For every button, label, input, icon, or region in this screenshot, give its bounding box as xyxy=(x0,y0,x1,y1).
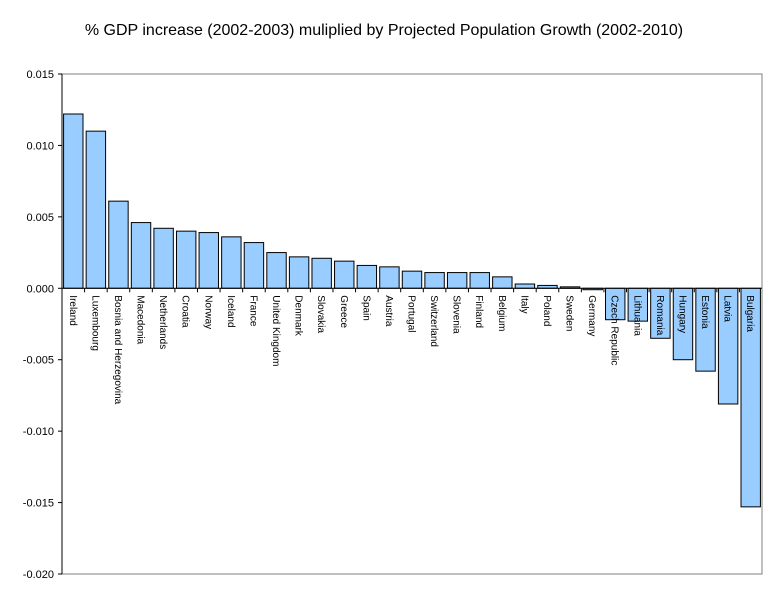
category-label: Ireland xyxy=(67,295,78,326)
bar-portugal xyxy=(401,270,423,289)
category-label: Croatia xyxy=(180,295,191,328)
bar-switzerland xyxy=(424,272,445,289)
category-label: Finland xyxy=(473,295,484,328)
bar-luxembourg xyxy=(85,130,107,289)
bars-group xyxy=(63,113,761,508)
bar-austria xyxy=(379,266,400,289)
category-label: Denmark xyxy=(293,295,304,337)
bar-netherlands xyxy=(153,227,174,289)
bar-ireland xyxy=(63,113,84,289)
category-label: Norway xyxy=(202,295,213,329)
bar-slovenia xyxy=(446,272,468,289)
category-label: Estonia xyxy=(699,295,710,329)
y-tick-label: 0.005 xyxy=(26,212,54,224)
bar-united-kingdom xyxy=(266,252,287,289)
y-tick-label: -0.020 xyxy=(23,569,54,581)
category-label: Greece xyxy=(338,295,349,328)
category-label: Romania xyxy=(654,295,665,335)
category-label: United Kingdom xyxy=(270,295,281,366)
category-label: Belgium xyxy=(496,295,507,331)
bar-bosnia-and-herzegovina xyxy=(108,200,129,289)
y-tick-label: -0.015 xyxy=(23,498,54,510)
category-label: Austria xyxy=(383,295,394,327)
bar-denmark xyxy=(288,256,310,289)
y-axis: 0.015 0.010 0.005 0.000 -0.005 -0.010 -0.015 -0… xyxy=(23,69,63,581)
y-tick-label: -0.010 xyxy=(23,426,54,438)
category-label: Germany xyxy=(586,295,597,336)
category-label: France xyxy=(247,295,258,327)
category-label: Italy xyxy=(518,295,529,313)
category-label: Portugal xyxy=(406,295,417,332)
category-label: Slovakia xyxy=(315,295,326,333)
category-label: Sweden xyxy=(564,295,575,331)
x-axis xyxy=(61,287,762,293)
y-tick-label: -0.005 xyxy=(23,355,54,367)
chart-title: % GDP increase (2002-2003) muliplied by … xyxy=(84,22,684,39)
y-tick-label: 0.015 xyxy=(26,69,54,81)
bar-croatia xyxy=(175,230,197,289)
category-label: Iceland xyxy=(225,295,236,327)
category-label: Luxembourg xyxy=(89,295,100,351)
category-label: Hungary xyxy=(676,295,687,333)
bar-italy xyxy=(514,283,536,289)
bar-iceland xyxy=(221,236,242,289)
category-label: Bosnia and Herzegovina xyxy=(112,295,123,404)
category-label: Latvia xyxy=(722,295,733,322)
category-label: Czech Republic xyxy=(609,295,620,365)
category-label: Spain xyxy=(360,295,371,321)
bar-belgium xyxy=(492,276,513,289)
bar-macedonia xyxy=(130,222,152,289)
bar-finland xyxy=(469,272,490,289)
plot-area xyxy=(61,73,763,575)
y-tick-label: 0.000 xyxy=(26,283,54,295)
bar-france xyxy=(243,242,265,289)
category-label: Slovenia xyxy=(451,295,462,334)
bar-norway xyxy=(198,232,219,289)
category-label: Bulgaria xyxy=(744,295,755,332)
category-label: Switzerland xyxy=(428,295,439,347)
category-label: Lithuania xyxy=(631,295,642,336)
bar-slovakia xyxy=(311,257,332,289)
category-labels: Ireland Luxembourg Bosnia and Herzegovina M… xyxy=(67,295,755,404)
category-label: Netherlands xyxy=(157,295,168,349)
category-label: Macedonia xyxy=(135,295,146,344)
bar-spain xyxy=(356,264,378,289)
bar-greece xyxy=(334,260,355,289)
y-tick-label: 0.010 xyxy=(26,140,54,152)
category-label: Poland xyxy=(541,295,552,326)
